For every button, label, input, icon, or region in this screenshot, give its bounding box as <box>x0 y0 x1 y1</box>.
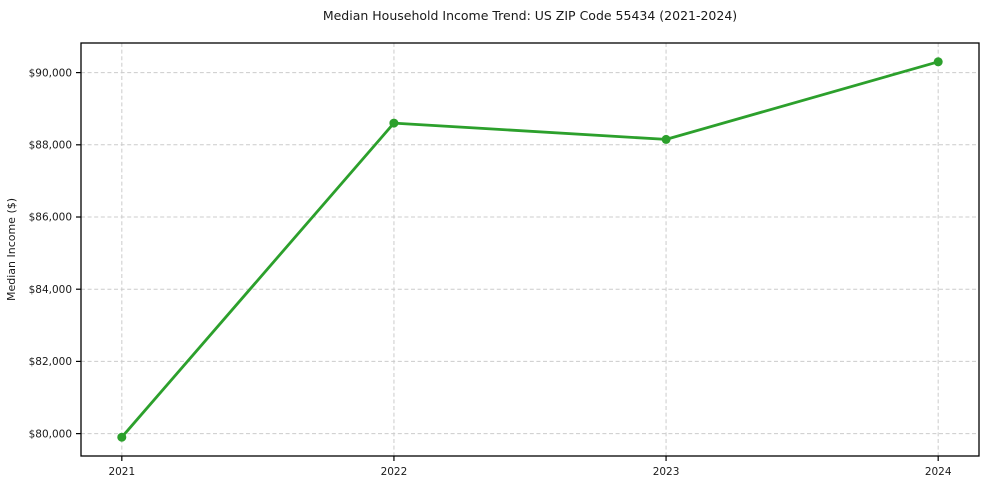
data-point-2022 <box>389 118 399 128</box>
y-tick-label: $80,000 <box>29 428 72 440</box>
y-axis-label: Median Income ($) <box>5 198 18 301</box>
chart-title: Median Household Income Trend: US ZIP Co… <box>323 8 737 23</box>
y-tick-label: $84,000 <box>29 284 72 296</box>
x-tick-label: 2021 <box>108 466 135 478</box>
y-tick-label: $90,000 <box>29 67 72 79</box>
grid-layer <box>81 43 979 456</box>
series-layer <box>117 57 943 442</box>
y-tick-label: $88,000 <box>29 140 72 152</box>
x-tick-label: 2022 <box>381 466 408 478</box>
data-point-2021 <box>117 432 127 442</box>
y-tick-label: $86,000 <box>29 212 72 224</box>
data-point-2023 <box>661 134 671 144</box>
x-tick-label: 2023 <box>653 466 680 478</box>
data-point-2024 <box>933 57 943 67</box>
plot-border <box>80 42 980 457</box>
y-tick-label: $82,000 <box>29 356 72 368</box>
x-tick-label: 2024 <box>925 466 952 478</box>
axis-layer: 2021 2022 2023 2024 $80,000 $82,000 $84,000 $86… <box>29 42 980 478</box>
trend-line <box>120 60 940 439</box>
